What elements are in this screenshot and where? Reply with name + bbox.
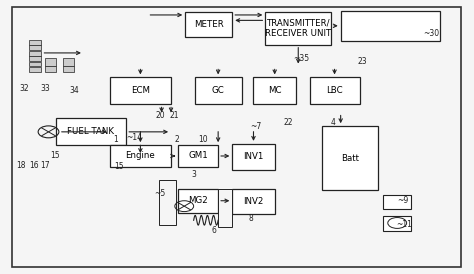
Bar — [29, 67, 41, 72]
Bar — [232, 189, 275, 214]
Bar — [341, 11, 439, 41]
Bar — [254, 77, 296, 104]
Text: 32: 32 — [19, 84, 29, 93]
Bar — [232, 144, 275, 170]
Bar — [110, 145, 171, 167]
Bar — [265, 12, 331, 45]
Text: ~9: ~9 — [397, 196, 409, 205]
Text: 8: 8 — [249, 215, 254, 223]
Bar — [159, 180, 176, 225]
Text: ~30: ~30 — [423, 29, 439, 38]
Bar — [310, 77, 359, 104]
Text: 20: 20 — [156, 111, 165, 120]
Text: 17: 17 — [40, 161, 50, 170]
Bar — [29, 45, 41, 50]
Text: INV1: INV1 — [243, 152, 264, 161]
Text: 23: 23 — [357, 56, 367, 65]
Bar — [27, 14, 447, 262]
Text: FUEL TANK: FUEL TANK — [67, 127, 114, 136]
Text: MC: MC — [268, 86, 282, 95]
Text: Engine: Engine — [126, 152, 155, 161]
Bar — [29, 40, 41, 45]
Text: MG2: MG2 — [188, 196, 208, 205]
Text: 18: 18 — [17, 161, 26, 170]
Text: ~5: ~5 — [155, 189, 166, 198]
Text: 2: 2 — [175, 135, 180, 144]
Text: 21: 21 — [169, 111, 179, 120]
Bar — [185, 12, 232, 37]
Text: 33: 33 — [40, 84, 50, 93]
Text: 10: 10 — [198, 135, 208, 144]
Text: GM1: GM1 — [188, 152, 208, 161]
Text: 6: 6 — [211, 226, 217, 235]
Bar — [29, 51, 41, 56]
Bar — [383, 216, 411, 231]
Bar — [178, 189, 218, 213]
Text: 15: 15 — [50, 152, 60, 161]
Bar — [110, 77, 171, 104]
Bar — [29, 62, 41, 67]
Bar — [383, 195, 411, 209]
Bar — [178, 145, 218, 167]
Bar — [63, 58, 74, 67]
Bar — [218, 189, 232, 227]
Text: Batt: Batt — [341, 153, 359, 162]
Text: 22: 22 — [283, 118, 292, 127]
Text: 34: 34 — [70, 86, 80, 95]
Text: LBC: LBC — [327, 86, 343, 95]
Text: ECM: ECM — [131, 86, 150, 95]
Text: 3: 3 — [192, 170, 197, 179]
Text: ~11: ~11 — [396, 220, 412, 229]
Text: 1: 1 — [113, 135, 118, 144]
Text: ~14: ~14 — [126, 133, 142, 141]
Bar — [29, 56, 41, 61]
Text: INV2: INV2 — [243, 197, 264, 206]
Text: ~35: ~35 — [293, 54, 310, 63]
Bar — [45, 67, 55, 72]
Text: 16: 16 — [30, 161, 39, 170]
Text: METER: METER — [194, 20, 224, 29]
Text: GC: GC — [212, 86, 225, 95]
Bar — [45, 58, 55, 67]
Bar — [322, 126, 378, 190]
Bar — [195, 77, 242, 104]
Text: 4: 4 — [330, 118, 335, 127]
Bar — [63, 67, 74, 72]
Text: ~7: ~7 — [250, 122, 261, 131]
Text: 15: 15 — [115, 162, 124, 171]
Bar — [55, 118, 126, 145]
Text: TRANSMITTER/
RECEIVER UNIT: TRANSMITTER/ RECEIVER UNIT — [265, 19, 331, 38]
